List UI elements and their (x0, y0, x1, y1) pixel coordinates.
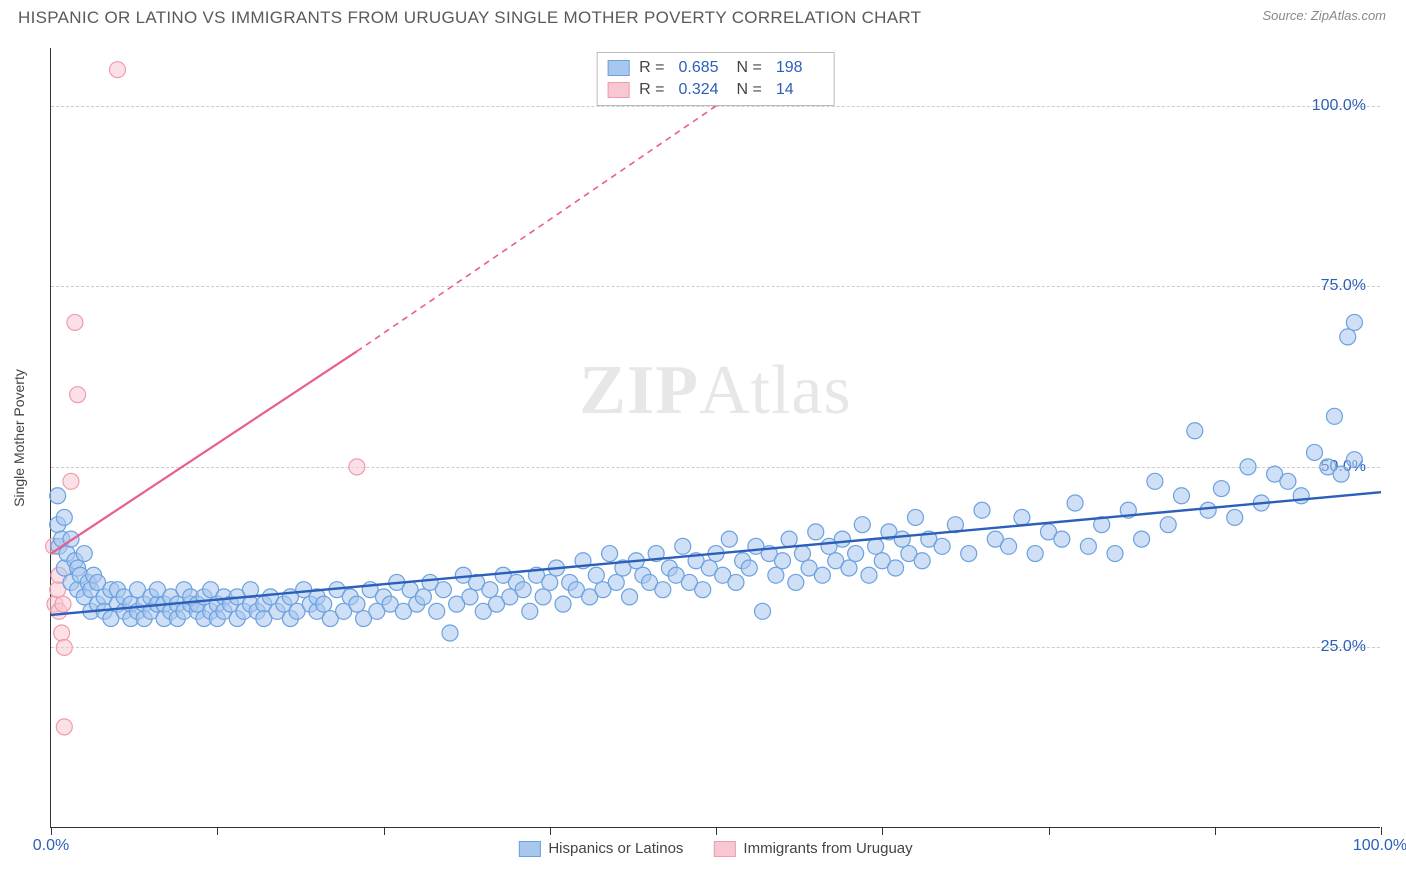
y-axis-label: Single Mother Poverty (11, 369, 27, 507)
scatter-svg (51, 48, 1381, 828)
swatch-series-b (607, 82, 629, 98)
legend-label: Immigrants from Uruguay (743, 840, 912, 857)
legend-stats-row: R = 0.324 N = 14 (607, 79, 824, 101)
chart-area: Single Mother Poverty 25.0%50.0%75.0%100… (50, 48, 1380, 828)
swatch-series-a (607, 60, 629, 76)
r-label: R = (639, 81, 664, 99)
x-max-label: 100.0% (1353, 837, 1406, 855)
n-value: 14 (776, 81, 824, 99)
x-min-label: 0.0% (33, 837, 69, 855)
legend-stats: R = 0.685 N = 198 R = 0.324 N = 14 (596, 52, 835, 106)
swatch-series-b (713, 841, 735, 857)
legend-item: Hispanics or Latinos (518, 840, 683, 857)
plot-region: Single Mother Poverty 25.0%50.0%75.0%100… (50, 48, 1380, 828)
swatch-series-a (518, 841, 540, 857)
header: HISPANIC OR LATINO VS IMMIGRANTS FROM UR… (0, 0, 1406, 32)
legend-stats-row: R = 0.685 N = 198 (607, 57, 824, 79)
n-label: N = (737, 81, 762, 99)
r-value: 0.685 (679, 59, 727, 77)
legend-item: Immigrants from Uruguay (713, 840, 912, 857)
n-label: N = (737, 59, 762, 77)
legend-label: Hispanics or Latinos (548, 840, 683, 857)
source-label: Source: ZipAtlas.com (1262, 8, 1386, 23)
r-label: R = (639, 59, 664, 77)
legend-series: Hispanics or Latinos Immigrants from Uru… (518, 840, 912, 857)
n-value: 198 (776, 59, 824, 77)
r-value: 0.324 (679, 81, 727, 99)
chart-title: HISPANIC OR LATINO VS IMMIGRANTS FROM UR… (18, 8, 921, 28)
